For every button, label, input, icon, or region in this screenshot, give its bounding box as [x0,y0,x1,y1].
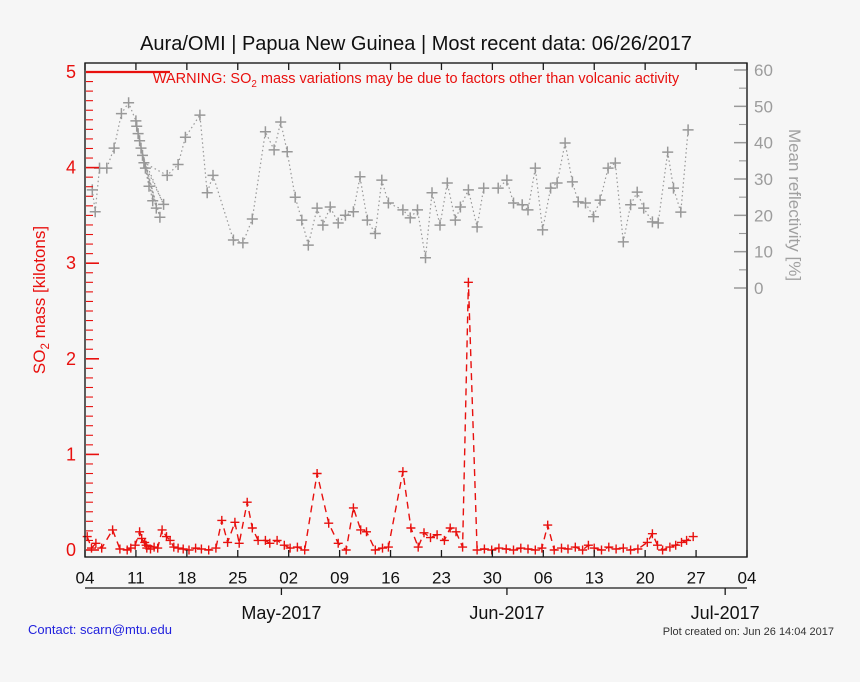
so2-mass-series [82,277,698,555]
x-tick-label: 23 [432,569,451,588]
y-right-tick-label: 60 [754,61,773,80]
x-month-label: Jun-2017 [469,603,544,623]
y-right-tick-label: 0 [754,279,763,298]
warning-text: WARNING: SO2 mass variations may be due … [85,71,747,90]
x-tick-label: 09 [330,569,349,588]
x-month-label: Jul-2017 [691,603,760,623]
x-tick-label: 30 [483,569,502,588]
y-left-label-subscript: 2 [40,343,53,350]
y-right-tick-label: 10 [754,243,773,262]
x-tick-label: 11 [127,569,145,588]
y-left-tick-label: 1 [66,444,76,464]
warning-suffix: mass variations may be due to factors ot… [256,71,680,87]
x-tick-label: 25 [228,569,247,588]
x-tick-label: 27 [687,569,706,588]
x-tick-label: 18 [177,569,196,588]
x-tick-label: 02 [279,569,298,588]
plot-created-label: Plot created on: Jun 26 14:04 2017 [662,626,834,638]
warning-prefix: WARNING: SO [152,71,252,87]
y-left-tick-label: 2 [66,349,76,369]
y-right-tick-label: 40 [754,134,773,153]
y-right-tick-label: 50 [754,97,773,116]
y-left-tick-label: 5 [66,62,76,82]
x-tick-label: 04 [76,569,95,588]
y-axis-right-label: Mean reflectivity [%] [785,128,804,282]
x-tick-label: 16 [381,569,400,588]
y-left-tick-label: 0 [66,540,76,560]
chart-title: Aura/OMI | Papua New Guinea | Most recen… [140,33,692,55]
warning-subscript: 2 [251,78,257,90]
mean-reflectivity-series [86,97,694,264]
y-axis-left-label: SO2 mass [kilotons] [30,226,52,374]
x-tick-label: 20 [636,569,655,588]
x-tick-label: 06 [534,569,553,588]
y-right-tick-label: 20 [754,206,773,225]
so2-mass-markers [82,277,698,555]
y-left-tick-label: 3 [66,253,76,273]
y-left-label-suffix: mass [kilotons] [29,225,49,344]
x-tick-label: 04 [738,569,757,588]
mean-reflectivity-markers [86,97,694,264]
x-month-label: May-2017 [241,603,321,623]
y-left-tick-label: 4 [66,158,76,178]
contact-link[interactable]: Contact: scarn@mtu.edu [28,622,172,637]
y-right-tick-label: 30 [754,170,773,189]
x-tick-label: 13 [585,569,604,588]
y-left-label-prefix: SO [29,349,49,375]
